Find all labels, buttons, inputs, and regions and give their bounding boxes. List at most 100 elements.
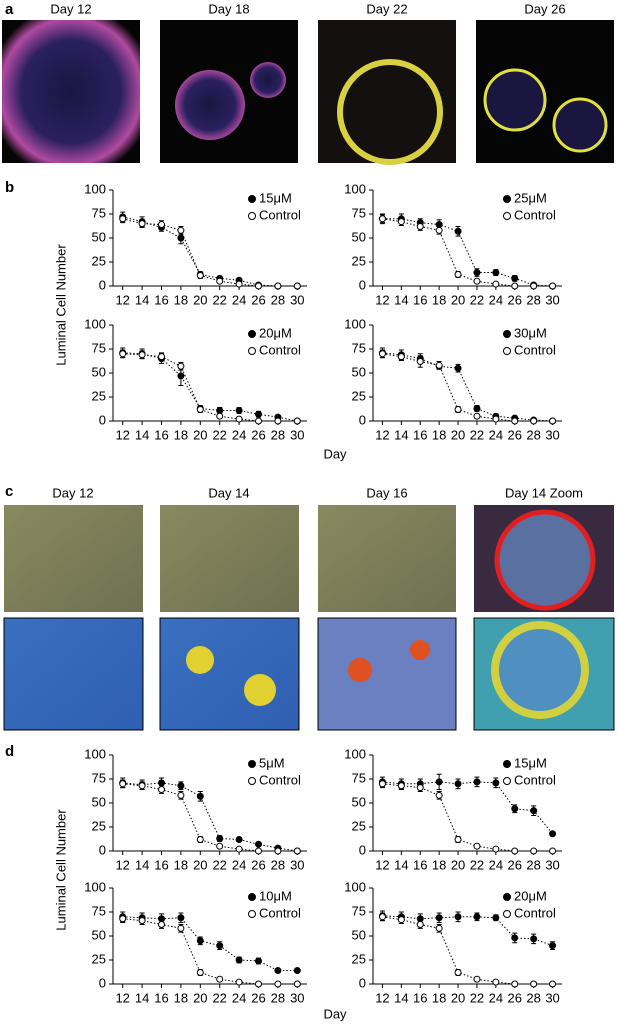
data-point [216,835,224,843]
x-tick-label: 14 [394,427,408,442]
data-point [492,978,500,986]
data-point [454,270,462,278]
y-tick-label: 0 [99,412,106,427]
y-tick-label: 50 [352,364,366,379]
data-point [473,778,481,786]
y-tick-label: 75 [92,205,106,220]
data-point [158,353,165,361]
x-tick-label: 18 [174,427,188,442]
legend-marker [503,195,511,203]
data-point [293,980,301,988]
legend-marker [248,330,256,338]
data-point [511,847,519,855]
data-point [549,830,557,838]
data-point [216,412,224,420]
data-point [196,968,204,976]
x-tick-label: 24 [489,857,503,872]
data-point [196,835,204,843]
data-point [196,937,204,945]
data-point [454,968,462,976]
x-tick-label: 16 [413,990,427,1005]
panel-label: a [5,1,14,18]
data-point [492,779,500,787]
x-tick-label: 30 [545,857,559,872]
series-line [122,918,298,985]
legend-label: Control [514,342,556,357]
data-point [255,980,262,988]
y-tick-label: 50 [92,229,106,244]
y-tick-label: 25 [92,253,106,268]
data-point [511,282,519,290]
legend-label: 30μM [514,325,547,340]
y-tick-label: 25 [352,253,366,268]
data-point [549,942,557,950]
data-point [397,353,405,361]
panel-label: d [5,743,14,760]
y-axis-label: Luminal Cell Number [53,244,68,366]
data-point [293,417,301,425]
y-tick-label: 0 [359,412,366,427]
organoid [483,68,547,132]
x-tick-label: 18 [432,857,446,872]
y-tick-label: 0 [359,277,366,292]
series-line [382,353,553,422]
data-point [274,417,282,425]
x-tick-label: 22 [470,857,484,872]
x-tick-label: 24 [232,857,246,872]
data-point [435,226,443,234]
legend-marker [503,347,511,355]
data-point [416,920,424,928]
legend-label: Control [259,207,301,222]
data-point [454,364,462,372]
data-point [454,227,462,235]
y-tick-label: 100 [344,746,366,761]
legend-label: Control [259,342,301,357]
data-point [119,350,127,358]
x-tick-label: 22 [470,990,484,1005]
x-tick-label: 20 [193,857,207,872]
data-point [416,222,424,230]
data-point [255,847,262,855]
data-point [473,412,481,420]
data-point [454,835,462,843]
image-caption: Day 14 [208,485,249,500]
x-tick-label: 18 [174,990,188,1005]
micrograph [160,505,299,612]
heatmap [317,617,457,731]
y-tick-label: 75 [92,340,106,355]
data-point [177,924,185,932]
x-tick-label: 26 [508,427,522,442]
data-point [492,415,500,423]
image-caption: Day 16 [366,485,407,500]
legend-label: Control [259,905,301,920]
legend-marker [248,212,256,220]
y-tick-label: 0 [359,842,366,857]
data-point [235,845,243,853]
series-line [382,915,553,947]
panel-label: c [5,483,13,500]
data-point [177,914,185,922]
x-tick-label: 30 [545,292,559,307]
y-tick-label: 25 [92,388,106,403]
organoid [552,97,608,153]
x-tick-label: 26 [251,990,265,1005]
series-line [122,782,298,852]
x-axis-label: Day [323,1006,347,1021]
data-point [473,842,481,850]
data-point [530,980,538,988]
x-tick-label: 28 [526,292,540,307]
legend-marker [248,777,256,785]
organoid [348,658,372,682]
legend-label: 25μM [514,190,547,205]
organoid [491,621,589,719]
micrograph [318,505,456,612]
data-point [235,956,243,964]
data-point [435,914,443,922]
x-tick-label: 16 [154,427,168,442]
x-tick-label: 14 [135,427,149,442]
x-tick-label: 16 [413,427,427,442]
data-point [158,779,165,787]
x-tick-label: 18 [432,427,446,442]
x-tick-label: 16 [413,292,427,307]
series-line [122,916,298,972]
